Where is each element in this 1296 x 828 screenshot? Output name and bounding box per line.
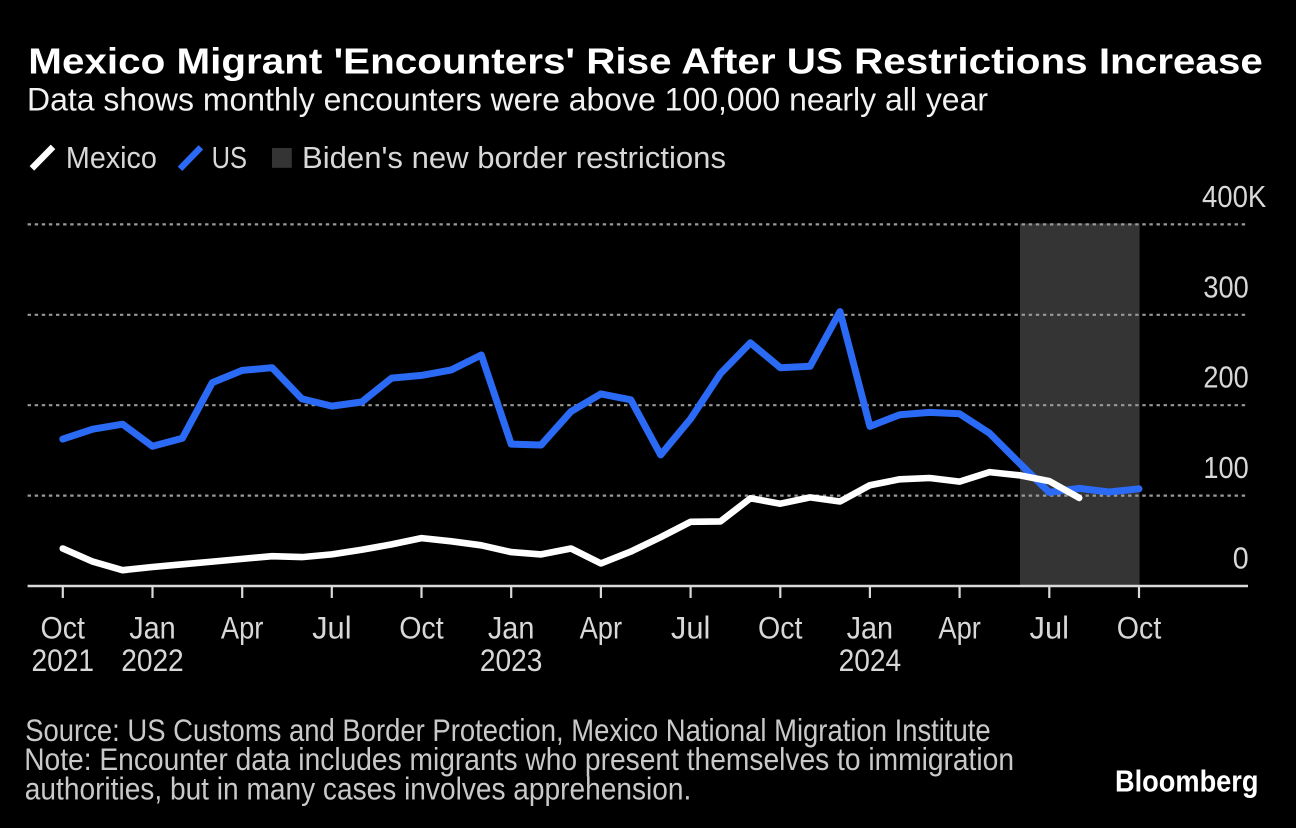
svg-text:Oct: Oct (758, 610, 803, 646)
svg-text:Apr: Apr (580, 610, 623, 646)
svg-text:Jan: Jan (129, 610, 176, 646)
svg-text:400K: 400K (1202, 179, 1267, 214)
svg-text:200: 200 (1203, 360, 1248, 395)
svg-text:100: 100 (1203, 450, 1248, 485)
svg-text:2024: 2024 (839, 642, 902, 678)
svg-text:Data shows monthly encounters: Data shows monthly encounters were above… (27, 82, 988, 118)
svg-text:Mexico: Mexico (66, 141, 157, 175)
svg-text:Oct: Oct (41, 610, 86, 646)
svg-text:2021: 2021 (32, 642, 95, 678)
svg-text:Jan: Jan (847, 610, 894, 646)
svg-text:Biden's new border restriction: Biden's new border restrictions (302, 141, 726, 175)
svg-text:Note: Encounter data includes: Note: Encounter data includes migrants w… (24, 741, 1014, 777)
svg-text:Jul: Jul (1030, 610, 1070, 646)
svg-text:US: US (212, 141, 247, 175)
svg-text:Jul: Jul (671, 610, 711, 646)
svg-text:Bloomberg: Bloomberg (1115, 764, 1259, 799)
svg-text:Apr: Apr (221, 610, 264, 646)
svg-text:0: 0 (1233, 541, 1249, 576)
svg-text:Mexico Migrant 'Encounters' Ri: Mexico Migrant 'Encounters' Rise After U… (28, 41, 1263, 82)
svg-text:Oct: Oct (399, 610, 444, 646)
svg-text:Source: US Customs and Border: Source: US Customs and Border Protection… (25, 712, 990, 748)
svg-text:Oct: Oct (1117, 610, 1162, 646)
svg-text:2022: 2022 (121, 642, 184, 678)
svg-text:2023: 2023 (480, 642, 543, 678)
svg-text:authorities, but in many cases: authorities, but in many cases involves … (25, 770, 692, 806)
svg-text:Apr: Apr (938, 610, 981, 646)
svg-text:300: 300 (1203, 269, 1248, 304)
svg-text:Jul: Jul (312, 610, 352, 646)
svg-text:Jan: Jan (488, 610, 535, 646)
